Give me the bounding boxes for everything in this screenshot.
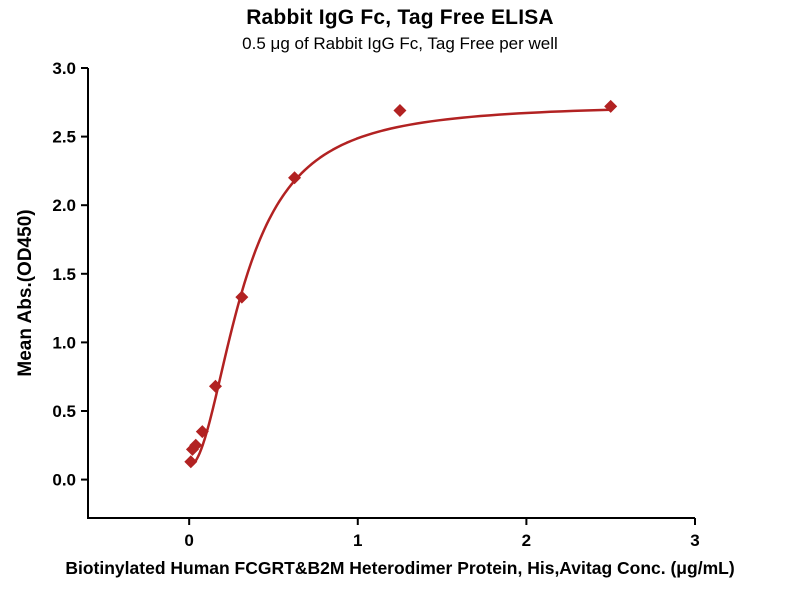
data-point	[208, 379, 222, 393]
y-tick-label: 2.5	[52, 128, 76, 147]
y-tick-label: 1.0	[52, 333, 76, 352]
x-tick-label: 2	[522, 531, 531, 550]
data-point	[604, 99, 618, 113]
x-tick-label: 0	[184, 531, 193, 550]
y-tick-label: 0.0	[52, 471, 76, 490]
x-tick-label: 1	[353, 531, 362, 550]
y-tick-label: 0.5	[52, 402, 76, 421]
data-point	[195, 425, 209, 439]
chart-title: Rabbit IgG Fc, Tag Free ELISA	[246, 6, 554, 29]
x-axis-label: Biotinylated Human FCGRT&B2M Heterodimer…	[65, 558, 735, 578]
fit-curve	[189, 108, 611, 467]
data-point	[393, 104, 407, 118]
y-tick-label: 3.0	[52, 59, 76, 78]
chart-subtitle: 0.5 μg of Rabbit IgG Fc, Tag Free per we…	[242, 34, 558, 53]
data-point	[184, 455, 198, 469]
data-point	[189, 438, 203, 452]
data-point	[288, 171, 302, 185]
x-tick-label: 3	[690, 531, 699, 550]
y-tick-label: 1.5	[52, 265, 76, 284]
y-tick-label: 2.0	[52, 196, 76, 215]
data-point	[235, 290, 249, 304]
